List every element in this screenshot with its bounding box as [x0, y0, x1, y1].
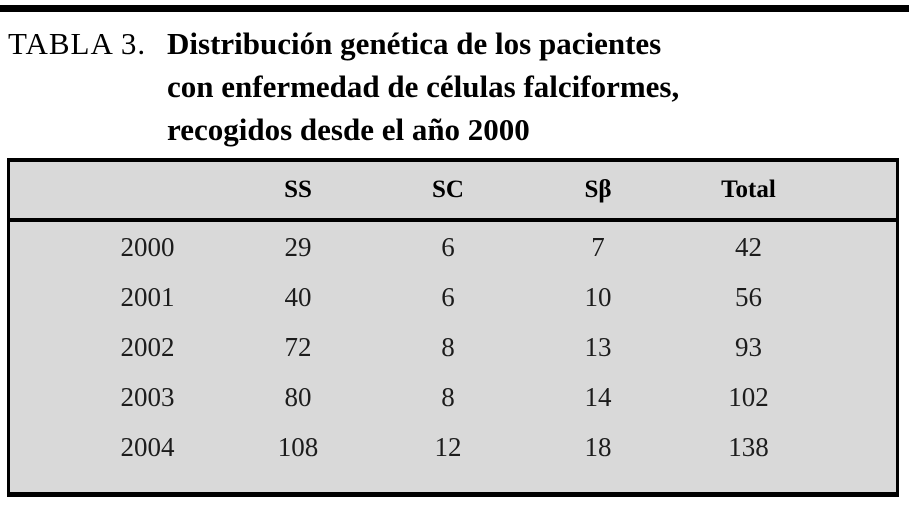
- header-cell-sbeta: Sβ: [523, 162, 673, 222]
- top-rule: [0, 5, 909, 12]
- cell-sc: 6: [441, 281, 455, 312]
- caption-title-line: recogidos desde el año 2000: [167, 112, 530, 147]
- caption-title-line: con enfermedad de células falciformes,: [167, 69, 680, 104]
- cell-sbeta: 10: [584, 281, 612, 312]
- cell-ss: 72: [284, 331, 312, 362]
- table-caption-title: Distribución genética de los pacientes c…: [167, 22, 679, 151]
- table-row: 2002 72 8 13 93: [10, 322, 896, 372]
- cell-sc: 8: [441, 381, 455, 412]
- cell-year: 2002: [120, 331, 175, 362]
- cell-sbeta: 14: [584, 381, 612, 412]
- cell-year: 2003: [120, 381, 175, 412]
- cell-total: 102: [728, 381, 769, 412]
- header-cell-year: [10, 162, 223, 222]
- table-caption-label: TABLA 3.: [8, 26, 147, 61]
- table-row: 2000 29 6 7 42: [10, 220, 896, 272]
- cell-sc: 6: [441, 231, 455, 262]
- header-cell-sc: SC: [373, 162, 523, 222]
- table-caption: TABLA 3. Distribución genética de los pa…: [8, 22, 909, 151]
- cell-sbeta: 13: [584, 331, 612, 362]
- cell-ss: 80: [284, 381, 312, 412]
- cell-ss: 40: [284, 281, 312, 312]
- cell-total: 93: [735, 331, 762, 362]
- cell-total: 56: [735, 281, 762, 312]
- cell-sbeta: 7: [591, 231, 605, 262]
- table-row: 2003 80 8 14 102: [10, 372, 896, 422]
- cell-ss: 108: [277, 431, 319, 462]
- header-cell-total: Total: [673, 162, 896, 222]
- cell-sc: 12: [434, 431, 462, 462]
- cell-ss: 29: [284, 231, 312, 262]
- table-row: 2001 40 6 10 56: [10, 272, 896, 322]
- cell-sc: 8: [441, 331, 455, 362]
- table-frame: SS SC Sβ Total 2000 29 6 7 42 2001 40 6 …: [7, 158, 899, 497]
- cell-sbeta: 18: [584, 431, 612, 462]
- genetic-distribution-table: SS SC Sβ Total 2000 29 6 7 42 2001 40 6 …: [10, 162, 896, 472]
- cell-year: 2004: [120, 431, 175, 462]
- cell-year: 2001: [120, 281, 175, 312]
- caption-title-line: Distribución genética de los pacientes: [167, 26, 662, 61]
- cell-total: 138: [728, 431, 769, 462]
- header-row: SS SC Sβ Total: [10, 162, 896, 222]
- header-cell-ss: SS: [223, 162, 373, 222]
- table-row: 2004 108 12 18 138: [10, 422, 896, 472]
- cell-year: 2000: [120, 231, 175, 262]
- cell-total: 42: [735, 231, 762, 262]
